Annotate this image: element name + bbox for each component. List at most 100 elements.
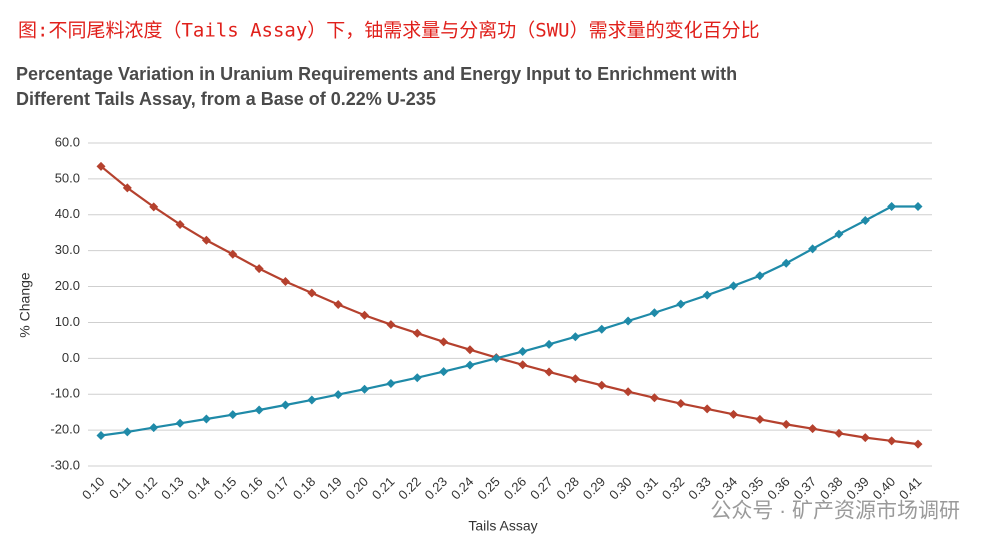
data-point [702, 290, 712, 300]
x-tick-label: 0.15 [211, 474, 240, 503]
data-point [360, 384, 370, 394]
data-point [808, 424, 818, 434]
data-point [913, 202, 923, 212]
x-tick-label: 0.16 [237, 474, 266, 503]
x-tick-label: 0.25 [474, 474, 503, 503]
x-tick-label: 0.35 [738, 474, 767, 503]
data-point [307, 288, 317, 298]
y-tick-label: 10.0 [55, 314, 80, 329]
data-point [254, 264, 264, 274]
x-tick-label: 0.11 [106, 474, 134, 502]
data-point [96, 430, 106, 440]
x-tick-label: 0.39 [843, 474, 872, 503]
x-tick-label: 0.34 [712, 474, 741, 503]
data-point [834, 229, 844, 239]
chart-title: Percentage Variation in Uranium Requirem… [16, 64, 737, 84]
data-point [649, 308, 659, 318]
x-tick-label: 0.20 [343, 474, 372, 503]
caption: 图:不同尾料浓度（Tails Assay）下，铀需求量与分离功（SWU）需求量的… [18, 20, 760, 42]
x-tick-label: 0.31 [632, 474, 661, 503]
y-tick-label: 20.0 [55, 278, 80, 293]
data-point [122, 427, 132, 437]
x-tick-label: 0.10 [79, 474, 108, 503]
data-point [676, 399, 686, 409]
data-point [518, 347, 528, 357]
x-tick-label: 0.18 [290, 474, 319, 503]
data-point [623, 316, 633, 326]
data-point [755, 414, 765, 424]
data-point [518, 360, 528, 370]
x-tick-label: 0.17 [264, 474, 293, 503]
x-tick-label: 0.26 [501, 474, 530, 503]
x-tick-label: 0.13 [158, 474, 187, 503]
y-tick-label: 50.0 [55, 170, 80, 185]
data-point [544, 339, 554, 349]
x-tick-label: 0.27 [527, 474, 556, 503]
data-point [860, 433, 870, 443]
data-point [149, 423, 159, 433]
data-point [860, 216, 870, 226]
data-point [228, 410, 238, 420]
data-point [122, 183, 132, 193]
data-point [412, 328, 422, 338]
series-line [100, 205, 918, 437]
x-tick-label: 0.14 [184, 474, 213, 503]
data-point [808, 244, 818, 254]
data-point [755, 271, 765, 281]
x-tick-label: 0.37 [791, 474, 820, 503]
data-point [729, 409, 739, 419]
data-point [729, 281, 739, 291]
x-tick-label: 0.19 [316, 474, 345, 503]
y-tick-label: 0.0 [62, 350, 80, 365]
x-axis-label: Tails Assay [468, 518, 537, 534]
data-point [834, 428, 844, 438]
data-point [360, 310, 370, 320]
data-point [439, 337, 449, 347]
data-point [597, 380, 607, 390]
x-tick-label: 0.32 [659, 474, 688, 503]
data-point [280, 400, 290, 410]
data-point [702, 404, 712, 414]
x-tick-label: 0.41 [896, 474, 925, 503]
data-point [597, 324, 607, 334]
data-point [913, 439, 923, 449]
x-tick-label: 0.28 [553, 474, 582, 503]
x-tick-label: 0.22 [395, 474, 424, 503]
data-point [149, 202, 159, 212]
data-point [175, 418, 185, 428]
data-point [781, 419, 791, 429]
data-point [280, 277, 290, 287]
data-point [781, 258, 791, 268]
x-tick-label: 0.21 [369, 474, 398, 503]
y-tick-label: -30.0 [50, 457, 80, 472]
data-point [439, 367, 449, 377]
data-point [307, 395, 317, 405]
x-tick-label: 0.38 [817, 474, 846, 503]
data-point [570, 374, 580, 384]
data-point [333, 390, 343, 400]
y-tick-label: -20.0 [50, 422, 80, 437]
x-tick-label: 0.33 [685, 474, 714, 503]
data-point [887, 436, 897, 446]
data-point [570, 332, 580, 342]
x-tick-label: 0.12 [132, 474, 161, 503]
x-tick-label: 0.23 [422, 474, 451, 503]
data-point [96, 161, 106, 171]
y-tick-label: 60.0 [55, 134, 80, 149]
y-tick-label: 30.0 [55, 242, 80, 257]
y-tick-label: 40.0 [55, 206, 80, 221]
data-point [491, 353, 501, 363]
data-point [386, 378, 396, 388]
data-point [228, 249, 238, 259]
data-point [649, 393, 659, 403]
data-point [623, 387, 633, 397]
x-tick-label: 0.24 [448, 474, 477, 503]
data-point [465, 360, 475, 370]
data-point [676, 299, 686, 309]
data-point [465, 345, 475, 355]
x-tick-label: 0.40 [870, 474, 899, 503]
data-point [887, 202, 897, 212]
series-line [100, 165, 919, 446]
x-tick-label: 0.36 [764, 474, 793, 503]
